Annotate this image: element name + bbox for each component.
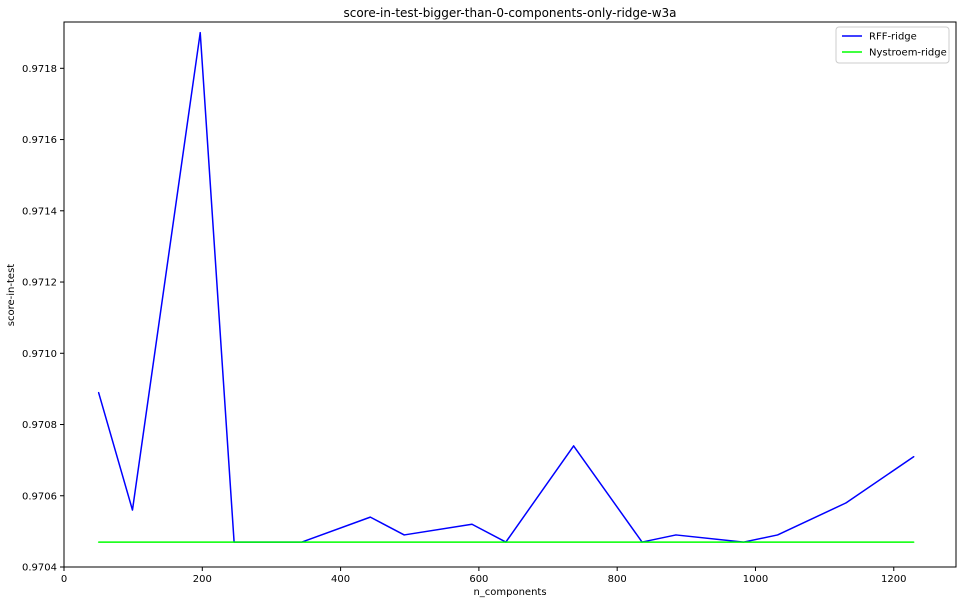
y-axis-label: score-in-test	[6, 264, 17, 326]
data-point-rff-ridge	[471, 523, 473, 525]
plot-area	[97, 31, 915, 543]
x-tick-label: 200	[193, 574, 212, 585]
data-point-rff-ridge	[913, 455, 915, 458]
x-tick-label: 400	[331, 574, 350, 585]
data-point-rff-ridge	[97, 391, 100, 394]
x-axis-label: n_components	[473, 587, 546, 598]
x-axis-ticks: 0 200 400 600 800 1000 1200	[61, 567, 906, 585]
x-tick-label: 1200	[881, 574, 906, 585]
y-tick-label: 0.9704	[22, 563, 57, 574]
legend-box	[835, 26, 950, 64]
data-point-rff-ridge	[845, 502, 847, 504]
y-axis-ticks: 0.9704 0.9706 0.9708 0.9710 0.9712 0.9714 0.97…	[22, 64, 64, 574]
y-tick-label: 0.9714	[22, 206, 57, 217]
y-tick-label: 0.9712	[22, 278, 57, 289]
data-point-rff-ridge	[573, 445, 575, 447]
data-point-rff-ridge	[369, 516, 371, 518]
x-tick-label: 1000	[743, 574, 768, 585]
data-point-nystroem-ridge	[913, 541, 915, 543]
y-tick-label: 0.9716	[22, 135, 57, 146]
data-point-rff-ridge	[675, 534, 677, 536]
y-tick-label: 0.9710	[22, 349, 57, 360]
y-tick-label: 0.9708	[22, 420, 57, 431]
axes-frame	[63, 21, 957, 568]
x-tick-label: 0	[61, 574, 67, 585]
legend-label-nystroem-ridge: Nystroem-ridge	[869, 48, 947, 59]
data-point-rff-ridge	[403, 534, 405, 536]
legend-label-rff-ridge: RFF-ridge	[869, 32, 917, 43]
legend: RFF-ridge Nystroem-ridge	[835, 26, 950, 64]
data-point-nystroem-ridge	[97, 541, 100, 543]
x-tick-label: 600	[469, 574, 488, 585]
data-point-rff-ridge	[199, 32, 201, 34]
y-tick-label: 0.9706	[22, 491, 57, 502]
x-tick-label: 800	[608, 574, 627, 585]
chart-title: score-in-test-bigger-than-0-components-o…	[343, 6, 676, 20]
y-tick-label: 0.9718	[22, 64, 57, 75]
data-point-rff-ridge	[131, 509, 134, 511]
data-point-rff-ridge	[777, 534, 779, 536]
